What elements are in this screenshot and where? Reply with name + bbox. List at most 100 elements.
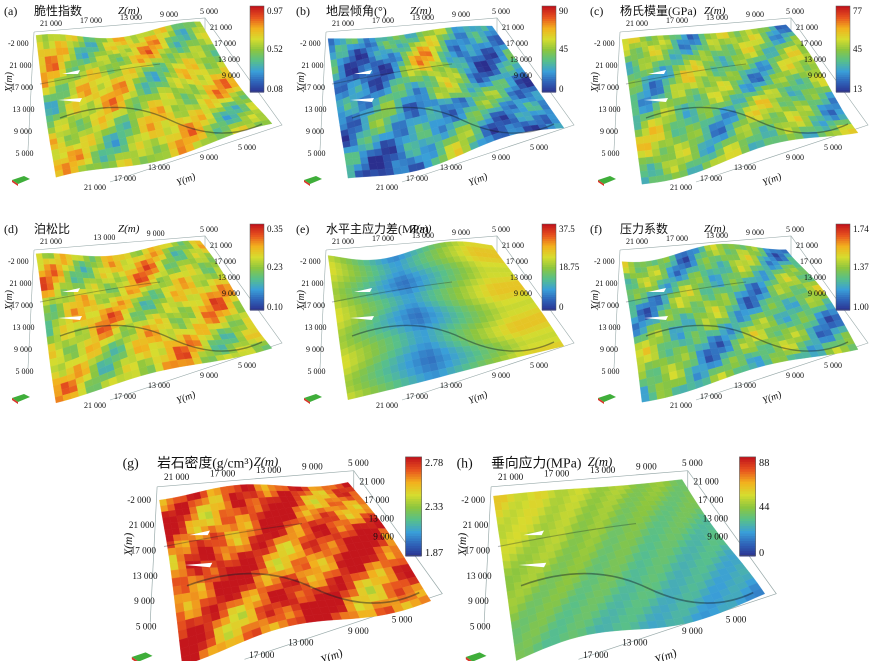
z-tick-label-right: 13 000 <box>369 513 395 523</box>
surface-cell <box>176 554 186 563</box>
y-tick-label: 17 000 <box>249 650 275 660</box>
z-tick-label: 9 000 <box>746 228 764 237</box>
surface-cell <box>46 71 55 81</box>
y-tick-label: 17 000 <box>114 174 136 183</box>
colorbar: 1.741.371.00 <box>835 223 869 312</box>
surface-cell <box>48 296 57 306</box>
surface-cell <box>640 177 650 185</box>
colorbar-max-label: 0.97 <box>267 6 283 16</box>
colorbar-min-label: 1.00 <box>853 302 869 312</box>
surface-cell <box>42 87 50 96</box>
surface-cell <box>39 64 47 74</box>
surface-cell <box>47 78 56 88</box>
y-tick-label: 21 000 <box>670 401 692 410</box>
surface-cell <box>163 522 173 530</box>
surface-cell <box>177 561 187 570</box>
surface-mesh <box>327 241 565 400</box>
chart-panel: (f) 压力系数 Z(m)21 000 17 000 13 000 9 000 5 0002… <box>590 221 869 410</box>
x-axis-label: X(m) <box>4 289 15 311</box>
surface-cell <box>366 149 376 158</box>
surface-mesh <box>621 243 859 403</box>
surface-cell <box>44 108 53 117</box>
surface-cell <box>183 553 194 562</box>
colorbar: 0.350.230.10 <box>249 223 283 312</box>
surface-cell <box>43 304 51 314</box>
surface-cell <box>652 155 662 164</box>
surface-cell <box>178 527 188 535</box>
surface-cell <box>43 94 51 103</box>
y-tick-label: 17 000 <box>114 392 136 401</box>
z-tick-label: 9 000 <box>746 10 764 19</box>
surface-cell <box>644 149 654 158</box>
x-tick-label: 21 000 <box>596 279 618 288</box>
z-tick-label-right: 13 000 <box>218 273 240 282</box>
y-tick-label: 9 000 <box>492 153 510 162</box>
surface-cell <box>44 312 52 322</box>
y-tick-label: 5 000 <box>824 361 842 370</box>
surface-cell <box>38 56 46 66</box>
surface-cell <box>624 278 632 285</box>
x-tick-label: -2 000 <box>300 39 321 48</box>
z-tick-label-right: 9 000 <box>222 71 240 80</box>
surface-cell <box>647 169 657 178</box>
z-tick-label-right: 9 000 <box>373 532 394 542</box>
y-tick-label: 13 000 <box>440 163 462 172</box>
z-tick-label: 9 000 <box>147 229 165 238</box>
surface-cell <box>182 546 192 555</box>
colorbar-min-label: 0.08 <box>267 84 283 94</box>
surface-cell <box>171 528 181 536</box>
y-axis-label: Y(m) <box>175 389 198 407</box>
x-tick-label: 13 000 <box>13 323 35 332</box>
surface-cell <box>352 157 362 165</box>
surface-cell <box>178 568 188 578</box>
colorbar-max-label: 37.5 <box>559 224 575 234</box>
surface-cell <box>35 253 44 260</box>
x-tick-label: 9 000 <box>600 127 618 136</box>
panel-letter: (b) <box>296 4 310 18</box>
z-tick-label-right: 17 000 <box>214 39 236 48</box>
surface-cell <box>354 170 364 178</box>
z-tick-label: 5 000 <box>200 7 218 16</box>
panel-letter: (d) <box>4 222 18 236</box>
z-tick-label-right: 9 000 <box>808 289 826 298</box>
y-tick-label: 9 000 <box>200 371 218 380</box>
z-tick-label: 9 000 <box>452 10 470 19</box>
surface-cell <box>328 45 336 54</box>
x-tick-label: 21 000 <box>302 61 324 70</box>
x-tick-label: -2 000 <box>594 257 615 266</box>
z-tick-label: 13 000 <box>412 231 434 240</box>
z-tick-label: 9 000 <box>160 10 178 19</box>
y-tick-label: 17 000 <box>700 392 722 401</box>
x-tick-label: -2 000 <box>300 257 321 266</box>
surface-cell <box>46 282 55 291</box>
z-tick-label: 5 000 <box>492 225 510 234</box>
x-tick-label: 13 000 <box>13 105 35 114</box>
colorbar-min-label: 0.10 <box>267 302 283 312</box>
surface-cell <box>351 151 361 159</box>
surface-cell <box>494 502 503 511</box>
surface-cell <box>173 593 184 605</box>
panel-title: 岩石密度(g/cm³) <box>157 454 253 471</box>
x-tick-label: 21 000 <box>129 520 155 530</box>
surface-cell <box>40 283 48 292</box>
surface-cell <box>44 101 52 110</box>
surface-cell <box>346 170 356 179</box>
surface-cell <box>35 34 44 43</box>
z-tick-label-right: 21 000 <box>502 241 524 250</box>
surface-cell <box>41 290 49 299</box>
surface-cell <box>52 69 61 79</box>
surface-cell <box>502 509 511 518</box>
surface-cell <box>646 163 656 171</box>
surface-cell <box>357 144 367 152</box>
z-tick-label: 13 000 <box>93 233 115 242</box>
colorbar-min-label: 0 <box>559 302 564 312</box>
chart-panel: (b) 地层倾角(°) Z(m)21 000 17 000 13 000 9 000 5 0… <box>296 4 575 192</box>
surface-cell <box>639 164 648 172</box>
x-tick-label: 9 000 <box>600 345 618 354</box>
surface-cell <box>650 141 660 150</box>
z-tick-label: 13 000 <box>120 13 142 22</box>
surface-cell <box>162 516 171 524</box>
surface-cell <box>377 168 387 177</box>
